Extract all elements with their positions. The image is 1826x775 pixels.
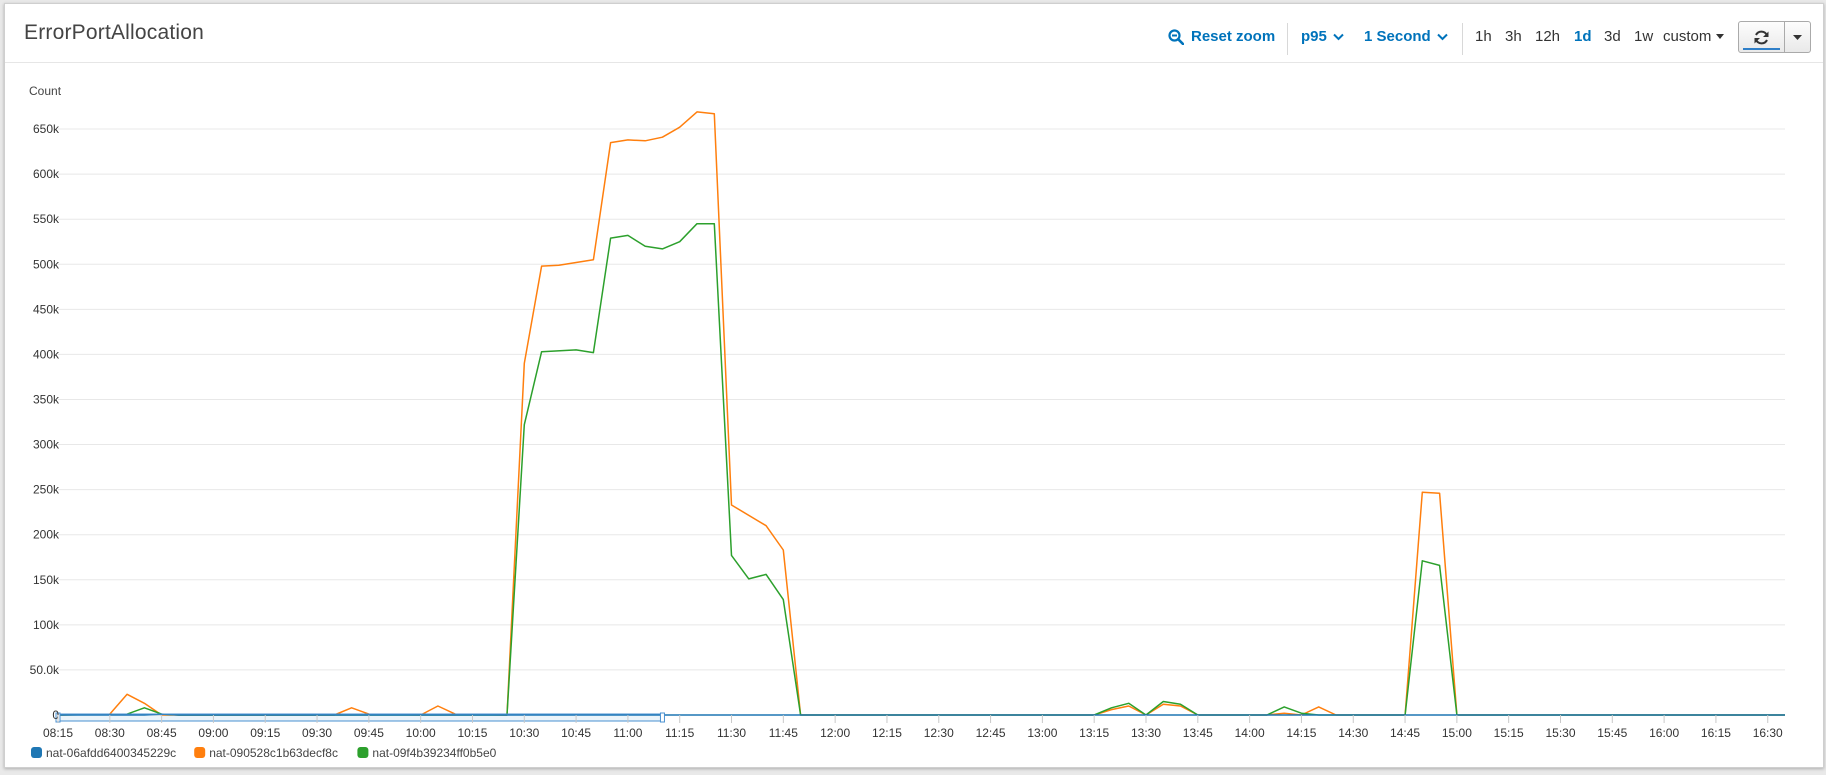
x-tick-label: 14:30: [1338, 726, 1368, 740]
x-tick-label: 10:45: [561, 726, 591, 740]
refresh-icon: [1754, 30, 1769, 44]
y-tick-label: 50.0k: [30, 663, 60, 677]
zoom-handle[interactable]: [659, 712, 665, 723]
x-tick-label: 09:45: [354, 726, 384, 740]
x-tick-label: 16:30: [1753, 726, 1783, 740]
range-1d-button[interactable]: 1d: [1574, 28, 1592, 45]
reset-zoom-label: Reset zoom: [1191, 28, 1276, 45]
y-tick-label: 450k: [33, 302, 60, 316]
x-tick-label: 09:00: [198, 726, 228, 740]
y-tick-label: 0: [52, 708, 59, 722]
x-tick-label: 12:45: [976, 726, 1006, 740]
chevron-down-icon: [1333, 33, 1344, 40]
x-tick-label: 10:30: [509, 726, 539, 740]
legend-item[interactable]: nat-06afdd6400345229c: [31, 746, 176, 760]
legend-label: nat-090528c1b63decf8c: [209, 746, 338, 760]
chevron-down-icon: [1436, 33, 1448, 40]
x-tick-label: 11:00: [613, 726, 642, 740]
legend-swatch: [31, 747, 42, 758]
refresh-interval-dropdown[interactable]: [1785, 22, 1810, 52]
period-value: 1 Second: [1364, 28, 1431, 45]
x-tick-label: 16:15: [1701, 726, 1731, 740]
range-3h-button[interactable]: 3h: [1505, 28, 1522, 45]
range-12h-button[interactable]: 12h: [1535, 28, 1561, 45]
x-tick-label: 11:30: [717, 726, 746, 740]
x-tick-label: 15:15: [1494, 726, 1524, 740]
y-tick-label: 250k: [33, 483, 60, 497]
statistic-dropdown[interactable]: p95: [1301, 28, 1344, 45]
widget-title: ErrorPortAllocation: [24, 21, 205, 44]
refresh-button-group: [1738, 21, 1811, 53]
toolbar-divider: [1287, 23, 1288, 55]
y-tick-label: 400k: [33, 347, 60, 361]
zoom-selection-bar[interactable]: [57, 713, 663, 722]
x-tick-label: 12:00: [820, 726, 850, 740]
y-tick-label: 150k: [33, 573, 60, 587]
widget-header: ErrorPortAllocation Reset zoom p95 1 Sec…: [5, 4, 1823, 63]
custom-range-dropdown[interactable]: custom: [1663, 28, 1725, 45]
y-tick-label: 350k: [33, 392, 60, 406]
toolbar-divider: [1462, 23, 1463, 55]
x-tick-label: 16:00: [1649, 726, 1679, 740]
line-chart[interactable]: Count 0 50.0k 100k 150k 200k 250k 300k 350k 400k 4…: [5, 62, 1825, 769]
x-tick-label: 08:30: [95, 726, 125, 740]
y-tick-label: 550k: [33, 212, 60, 226]
x-tick-label: 11:15: [665, 726, 694, 740]
y-tick-label: 500k: [33, 257, 60, 271]
x-tick-label: 14:45: [1390, 726, 1420, 740]
legend-item[interactable]: nat-090528c1b63decf8c: [194, 746, 338, 760]
x-tick-label: 08:15: [43, 726, 73, 740]
legend-label: nat-06afdd6400345229c: [46, 746, 176, 760]
x-tick-label: 11:45: [769, 726, 798, 740]
statistic-value: p95: [1301, 28, 1327, 45]
y-tick-label: 300k: [33, 438, 60, 452]
x-tick-label: 13:00: [1027, 726, 1057, 740]
x-tick-label: 12:30: [924, 726, 954, 740]
x-tick-label: 08:45: [147, 726, 177, 740]
range-3d-button[interactable]: 3d: [1604, 28, 1621, 45]
caret-down-icon: [1716, 34, 1725, 39]
y-tick-label: 200k: [33, 528, 60, 542]
legend-swatch: [194, 747, 206, 758]
x-tick-label: 14:00: [1235, 726, 1265, 740]
legend-label: nat-09f4b39234ff0b5e0: [372, 746, 496, 760]
series-line-nat-09f4b39234ff0b5e0[interactable]: [57, 222, 1785, 716]
x-tick-label: 15:30: [1545, 726, 1575, 740]
zoom-out-icon: [1168, 28, 1184, 45]
period-dropdown[interactable]: 1 Second: [1364, 28, 1448, 45]
x-tick-label: 10:15: [457, 726, 487, 740]
x-tick-label: 14:15: [1286, 726, 1316, 740]
range-1w-button[interactable]: 1w: [1634, 28, 1654, 45]
refresh-button[interactable]: [1739, 22, 1785, 52]
y-tick-label: 600k: [33, 167, 60, 181]
caret-down-icon: [1793, 34, 1802, 40]
x-tick-label: 13:45: [1183, 726, 1213, 740]
y-tick-label: 100k: [33, 618, 60, 632]
x-tick-label: 12:15: [872, 726, 902, 740]
x-tick-label: 13:30: [1131, 726, 1161, 740]
chart-area: Count 0 50.0k 100k 150k 200k 250k 300k 350k 400k 4…: [5, 62, 1825, 769]
x-tick-label: 09:30: [302, 726, 332, 740]
range-1h-button[interactable]: 1h: [1475, 28, 1492, 45]
legend-swatch: [357, 747, 369, 758]
legend-item[interactable]: nat-09f4b39234ff0b5e0: [357, 746, 497, 760]
widget-panel: ErrorPortAllocation Reset zoom p95 1 Sec…: [4, 3, 1824, 768]
x-tick-label: 13:15: [1079, 726, 1109, 740]
x-tick-label: 09:15: [250, 726, 280, 740]
reset-zoom-button[interactable]: Reset zoom: [1168, 28, 1275, 45]
x-tick-label: 15:00: [1442, 726, 1472, 740]
x-tick-label: 15:45: [1597, 726, 1627, 740]
custom-range-label: custom: [1663, 28, 1712, 45]
y-tick-label: 650k: [33, 122, 60, 136]
x-tick-label: 10:00: [406, 726, 436, 740]
y-axis-label: Count: [29, 84, 62, 98]
